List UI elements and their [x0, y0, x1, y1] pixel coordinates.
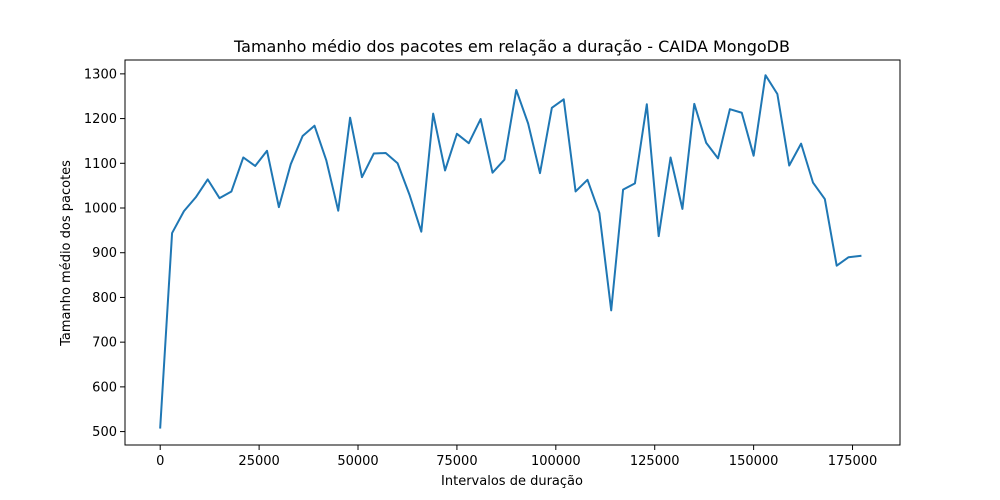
y-axis: 500 600 700 800 900 1000 1100 1200 1300	[84, 67, 125, 440]
x-tick-label: 150000	[729, 454, 779, 469]
y-axis-label: Tamanho médio dos pacotes	[59, 160, 74, 347]
y-tick-label: 1300	[84, 67, 117, 82]
y-tick-label: 1100	[84, 157, 117, 172]
y-tick-label: 1200	[84, 112, 117, 127]
x-tick-label: 0	[156, 454, 164, 469]
chart-title: Tamanho médio dos pacotes em relação a d…	[233, 37, 790, 56]
x-tick-label: 125000	[630, 454, 680, 469]
x-tick-label: 175000	[828, 454, 878, 469]
plot-area	[124, 59, 901, 446]
y-tick-label: 500	[92, 425, 117, 440]
series-line-0	[159, 74, 862, 429]
x-axis-label: Intervalos de duração	[441, 474, 583, 489]
x-tick-label: 50000	[337, 454, 378, 469]
y-tick-label: 900	[92, 246, 117, 261]
x-axis: 0 25000 50000 75000 100000 125000 150000 175000	[156, 445, 877, 469]
x-tick-label: 25000	[238, 454, 279, 469]
y-tick-label: 600	[92, 380, 117, 395]
y-tick-label: 1000	[84, 202, 117, 217]
y-tick-label: 700	[92, 336, 117, 351]
x-tick-label: 75000	[436, 454, 477, 469]
y-tick-label: 800	[92, 291, 117, 306]
x-tick-label: 100000	[531, 454, 581, 469]
